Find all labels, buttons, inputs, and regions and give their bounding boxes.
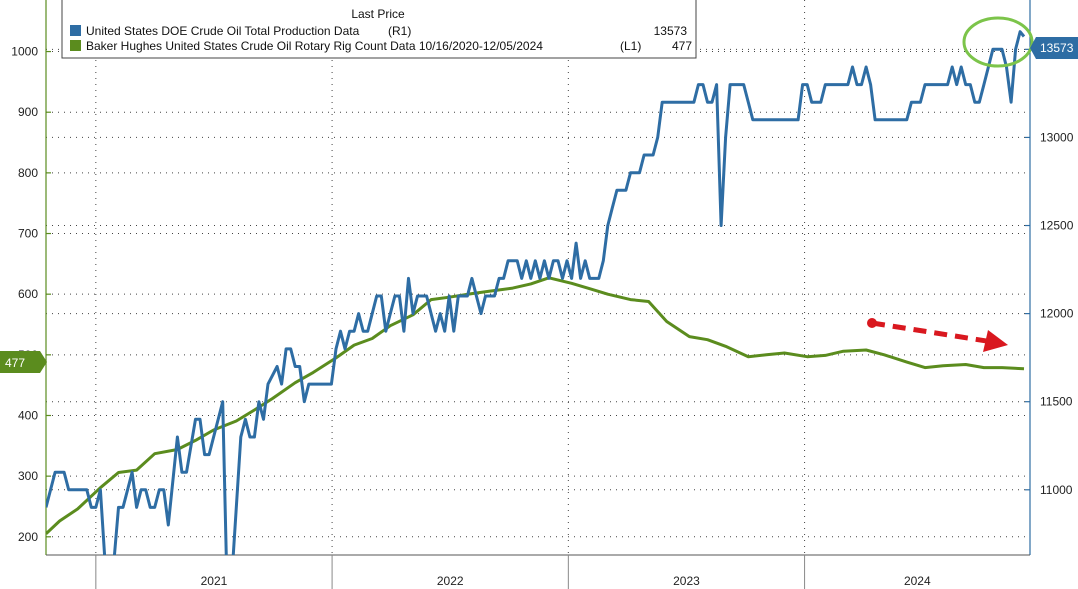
right-last-value-flag: 13573 (1030, 37, 1078, 59)
x-tick-label: 2023 (673, 574, 700, 588)
gridlines (46, 0, 1030, 555)
x-tick-label: 2024 (904, 574, 931, 588)
left-tick-label: 800 (18, 166, 38, 180)
legend-last-production: 13573 (654, 24, 688, 38)
legend-name-production: United States DOE Crude Oil Total Produc… (86, 24, 360, 38)
annotation-arrow (867, 318, 1008, 352)
legend-name-rig-count: Baker Hughes United States Crude Oil Rot… (86, 39, 543, 53)
left-last-value-flag: 477 (0, 351, 47, 373)
annotation-highlight-ellipse (962, 16, 1034, 68)
left-tick-label: 1000 (11, 45, 38, 59)
legend-axis-production: (R1) (388, 24, 411, 38)
legend: Last Price United States DOE Crude Oil T… (61, 0, 697, 59)
series-line-rig-count (46, 276, 1025, 535)
left-tick-label: 900 (18, 105, 38, 119)
annotation-arrow-head (983, 330, 1008, 352)
left-tick-label: 700 (18, 227, 38, 241)
annotation-arrow-shaft (871, 320, 994, 345)
legend-axis-rig-count: (L1) (620, 39, 641, 53)
series-line-production (46, 30, 1026, 555)
right-tick-label: 13000 (1040, 130, 1074, 144)
x-axis: 2021 2022 2023 2024 (46, 554, 1030, 589)
legend-last-rig-count: 477 (672, 39, 692, 53)
left-flag-label: 477 (5, 356, 25, 370)
right-flag-shape (1030, 37, 1078, 59)
left-axis: 2003004005006007008009001000 (11, 0, 51, 555)
x-tick-label: 2022 (437, 574, 464, 588)
legend-swatch-rig-count (70, 40, 81, 51)
right-tick-label: 11500 (1040, 395, 1073, 409)
left-flag-shape (0, 351, 47, 373)
series-layer (46, 30, 1026, 555)
legend-swatch-production (70, 25, 81, 36)
left-tick-label: 300 (18, 469, 38, 483)
right-flag-label: 13573 (1040, 41, 1074, 55)
left-tick-label: 600 (18, 287, 38, 301)
right-tick-label: 11000 (1040, 483, 1073, 497)
legend-box (61, 0, 697, 59)
right-tick-label: 12000 (1040, 307, 1074, 321)
left-tick-label: 400 (18, 408, 38, 422)
right-tick-label: 12500 (1040, 219, 1074, 233)
legend-header: Last Price (351, 7, 405, 21)
right-axis: 110001150012000125001300013500 (1025, 0, 1074, 555)
left-tick-label: 200 (18, 530, 38, 544)
x-tick-label: 2021 (201, 574, 228, 588)
